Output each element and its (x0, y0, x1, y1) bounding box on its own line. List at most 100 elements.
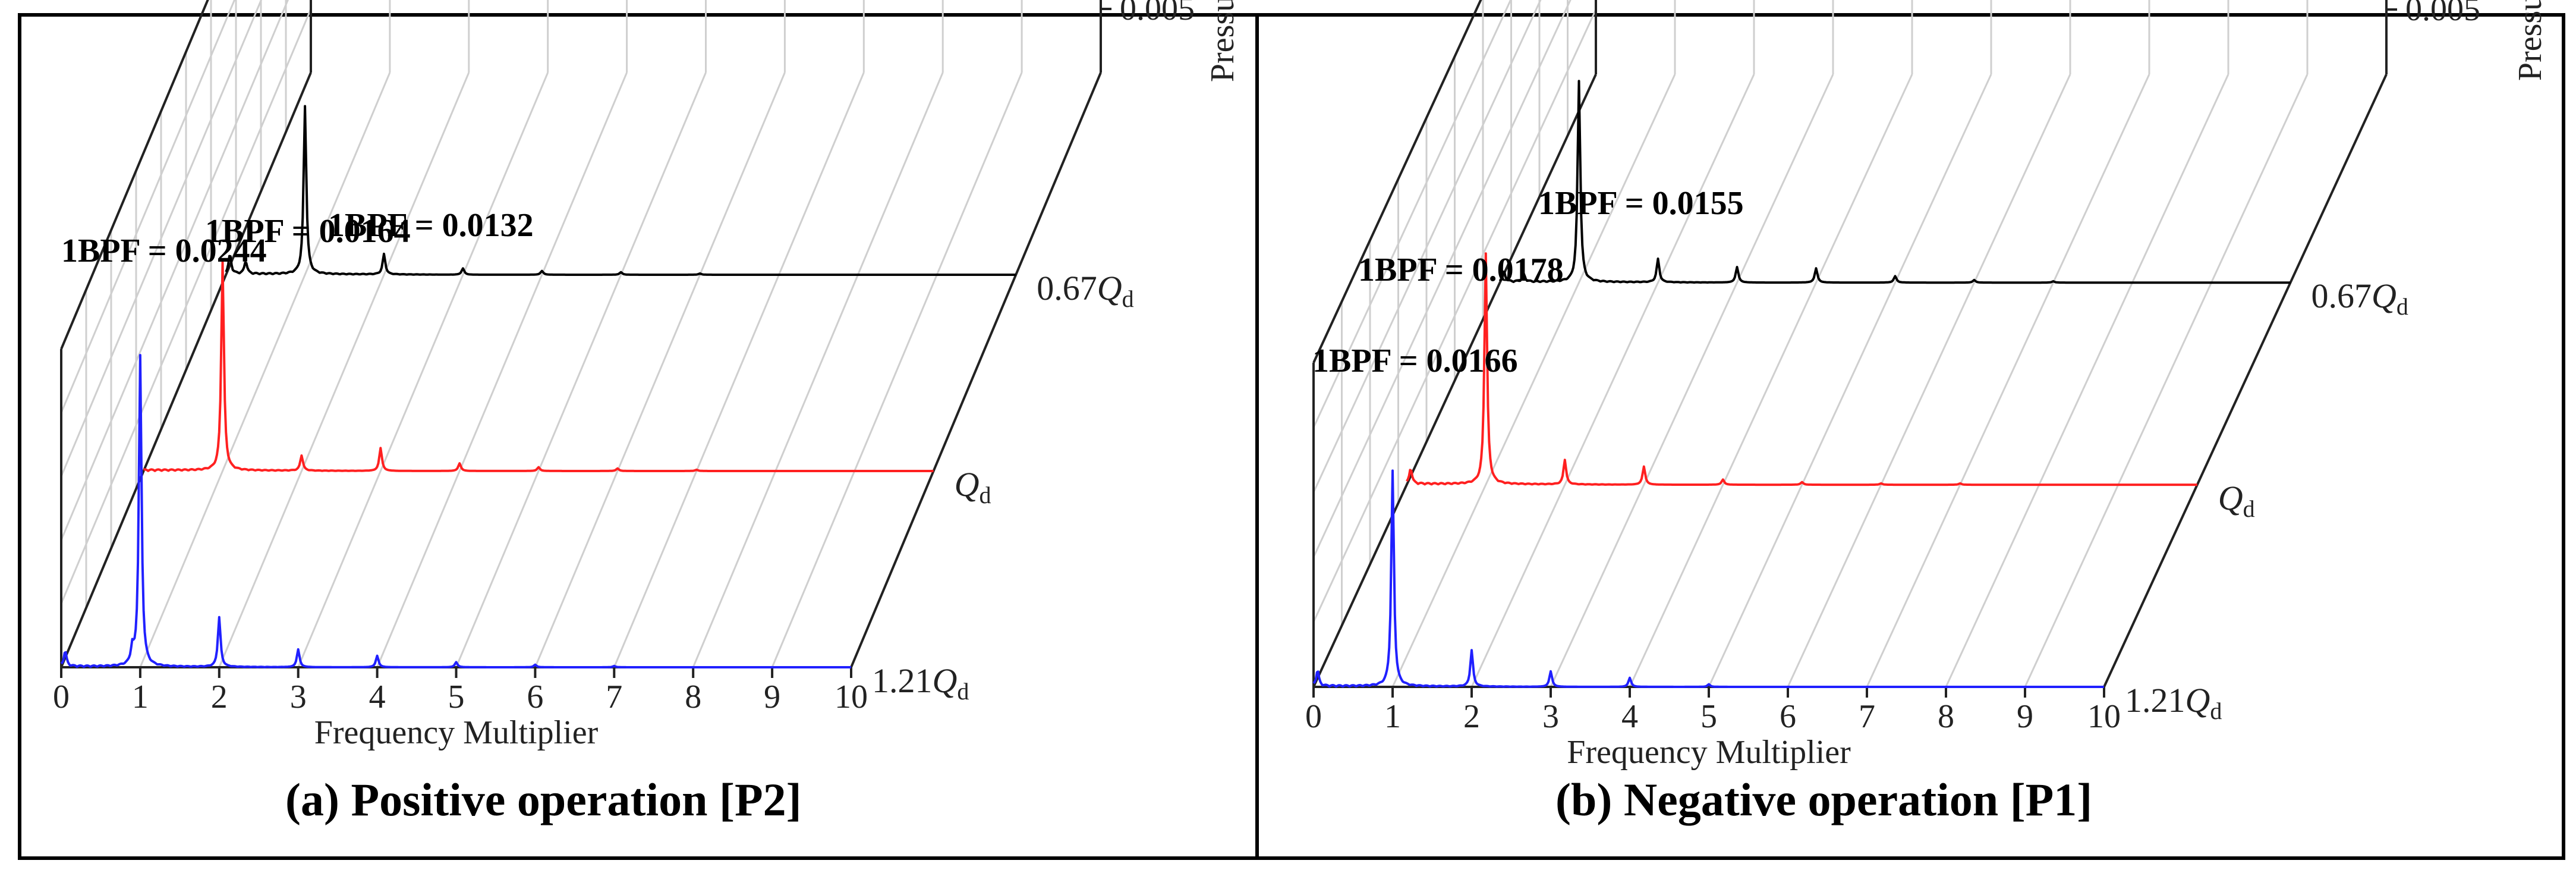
floor-grid-line (1945, 74, 2229, 687)
x-axis-title: Frequency Multiplier (1567, 734, 1851, 771)
left-floor-edge (1312, 74, 1597, 687)
x-tick-label: 5 (1700, 698, 1717, 735)
floor-grid-line (1470, 74, 1755, 687)
series-label-subscript: d (957, 678, 969, 705)
box-frame (60, 0, 1102, 668)
z-tick-label: 0.005 (1120, 0, 1195, 27)
panel-negative-operation: 0 1 2 3 4 5 6 7 8 9 10 Frequency Multiplier 0.0050.0… (1257, 0, 2576, 876)
series-label-prefix: 1.21 (2125, 681, 2185, 720)
back-wall-grid (310, 0, 1102, 73)
x-tick-label: 2 (211, 679, 228, 715)
series-label-symbol: Q (955, 465, 980, 504)
series-label-symbol: Q (2218, 479, 2243, 517)
floor-grid-line (1708, 74, 1992, 687)
x-tick-label: 10 (2087, 698, 2121, 735)
x-tick-label: 8 (1938, 698, 1954, 735)
series-label-prefix: 1.21 (872, 661, 933, 700)
waterfall-chart-positive: 0 1 2 3 4 5 6 7 8 9 10 Frequency Multiplier 0.0050.0… (53, 0, 1241, 751)
z-axis-title-main: Pressure Coefficient (1204, 0, 1241, 82)
annotation-1-21qd: 1BPF = 0.0166 (1312, 343, 1518, 379)
series-line-qd (1406, 252, 2197, 486)
series-line-0-67qd (225, 105, 1016, 276)
x-tick-label: 10 (834, 679, 868, 715)
annotation-1-21qd: 1BPF = 0.0244 (61, 233, 267, 269)
series-label-prefix: 0.67 (1037, 269, 1097, 307)
floor-grid-line (139, 72, 391, 668)
x-axis: 0 1 2 3 4 5 6 7 8 9 10 Frequency Multiplier (53, 667, 868, 751)
caption-negative: (b) Negative operation [P1] (1555, 774, 2093, 825)
x-tick-label: 7 (1859, 698, 1875, 735)
annotation-0-67qd: 1BPF = 0.0132 (328, 207, 534, 244)
floor-grid-line (1550, 74, 1834, 687)
series-line-1-21qd (1312, 469, 2105, 688)
floor-grid-line (1629, 74, 1913, 687)
side-diagonal-line (60, 0, 263, 477)
series-label-qd: Qd (2218, 479, 2255, 522)
series-label-qd: Qd (955, 465, 991, 508)
floor-grid-line (2024, 74, 2309, 687)
annotation-qd: 1BPF = 0.0164 (205, 213, 411, 250)
panel-positive-operation: 0 1 2 3 4 5 6 7 8 9 10 Frequency Multiplier 0.0050.0… (0, 0, 1257, 876)
annotation-qd: 1BPF = 0.0178 (1358, 252, 1564, 288)
x-axis-title: Frequency Multiplier (314, 714, 599, 751)
x-tick-label: 9 (2017, 698, 2033, 735)
series-label-symbol: Q (933, 661, 958, 700)
x-tick-label: 4 (1621, 698, 1638, 735)
annotation-0-67qd: 1BPF = 0.0155 (1538, 185, 1744, 222)
series-label-subscript: d (2397, 293, 2408, 320)
x-tick-label: 8 (685, 679, 701, 715)
floor-grid-line (1866, 74, 2150, 687)
left-top-edge (1312, 0, 1482, 363)
x-tick-label: 6 (1780, 698, 1796, 735)
x-tick-label: 0 (1305, 698, 1322, 735)
x-tick-label: 9 (764, 679, 780, 715)
figure-frame (18, 13, 2565, 860)
series-label-symbol: Q (2372, 277, 2397, 315)
floor-grid-line (297, 72, 549, 668)
side-diagonal-line (60, 0, 289, 541)
x-tick-label: 2 (1463, 698, 1480, 735)
right-floor-edge (850, 72, 1102, 668)
series-label-subscript: d (2243, 495, 2255, 522)
back-wall-grid (1595, 0, 2388, 74)
side-diagonal-line (1312, 9, 1597, 623)
series-line-qd (143, 260, 934, 472)
left-top-edge (60, 0, 209, 350)
z-axis-title: Pressure Coefficient CP (2512, 0, 2552, 81)
series-label-1-21qd: 1.21Qd (872, 661, 969, 705)
z-axis-title-main: Pressure Coefficient (2512, 0, 2549, 81)
series-label-subscript: d (979, 482, 991, 508)
series-label-0-67qd: 0.67Qd (2312, 277, 2408, 320)
series-label-symbol: Q (2185, 681, 2210, 720)
x-tick-label: 3 (290, 679, 307, 715)
x-axis: 0 1 2 3 4 5 6 7 8 9 10 Frequency Multiplier (1305, 687, 2121, 771)
side-diagonal-line (60, 8, 312, 604)
floor-grid (1391, 74, 2309, 687)
waterfall-chart-negative: 0 1 2 3 4 5 6 7 8 9 10 Frequency Multiplier 0.0050.0… (1305, 0, 2552, 771)
series-label-subscript: d (2210, 698, 2222, 724)
x-tick-label: 3 (1542, 698, 1559, 735)
floor-grid-line (613, 72, 865, 668)
left-floor-edge (60, 72, 312, 668)
x-tick-label: 7 (606, 679, 622, 715)
x-tick-label: 1 (1384, 698, 1401, 735)
panel-divider (1255, 13, 1259, 860)
side-wall-grid (60, 0, 312, 608)
x-tick-label: 5 (448, 679, 465, 715)
floor-grid-line (218, 72, 470, 668)
right-floor-edge (2103, 74, 2388, 687)
series-label-0-67qd: 0.67Qd (1037, 269, 1133, 312)
floor-grid-line (376, 72, 628, 668)
x-tick-label: 4 (369, 679, 386, 715)
side-diagonal-line (1312, 0, 1542, 493)
x-tick-label: 0 (53, 679, 70, 715)
floor-grid-line (771, 72, 1023, 668)
series-label-subscript: d (1122, 285, 1134, 312)
x-tick-label: 1 (132, 679, 149, 715)
floor-grid-line (692, 72, 944, 668)
series-label-symbol: Q (1097, 269, 1122, 307)
floor-grid-line (455, 72, 707, 668)
floor-grid-line (1787, 74, 2071, 687)
